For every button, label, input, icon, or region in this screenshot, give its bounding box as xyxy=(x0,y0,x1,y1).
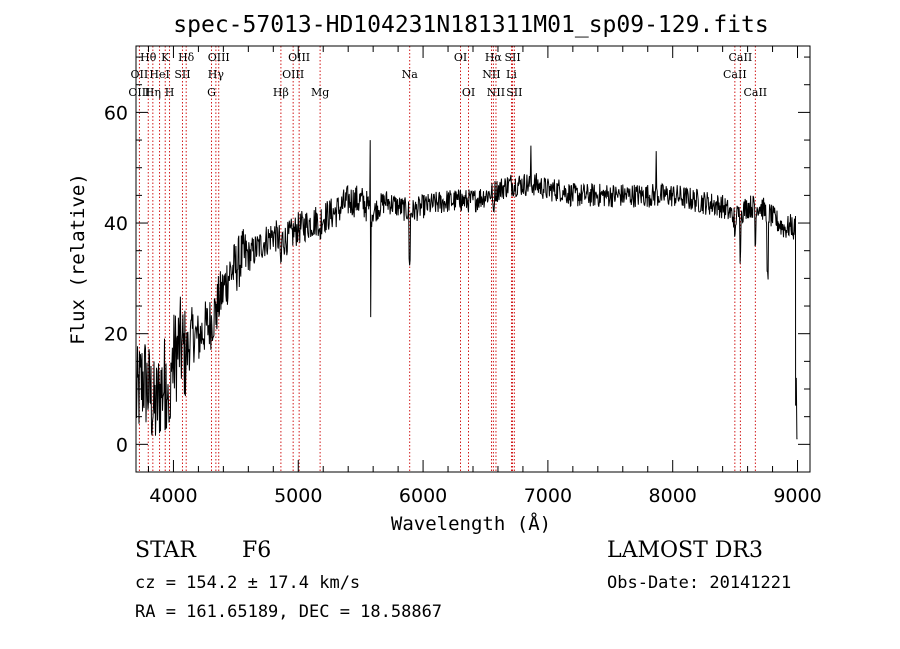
line-marker-label: Mg xyxy=(311,86,329,99)
plot-frame xyxy=(135,45,811,473)
y-tick-label: 40 xyxy=(104,213,128,235)
line-marker-label: CaII xyxy=(729,51,753,64)
line-marker-label: NII xyxy=(487,86,505,99)
line-marker-label: OIII xyxy=(128,86,150,99)
line-marker-label: K xyxy=(161,51,170,64)
line-marker-label: Hθ xyxy=(140,51,157,64)
survey-name: LAMOST DR3 xyxy=(607,538,763,563)
line-marker-label: Hη xyxy=(145,86,161,99)
line-marker-label: OIII xyxy=(282,68,304,81)
y-tick-label: 20 xyxy=(104,324,128,346)
object-class: STAR xyxy=(135,538,196,563)
line-marker-label: CaII xyxy=(743,86,767,99)
observation-date: Obs-Date: 20141221 xyxy=(607,573,792,593)
line-marker-label: Hδ xyxy=(178,51,195,64)
flux-series-line xyxy=(135,140,798,440)
y-axis-ticks: 0 20 40 60 xyxy=(104,56,810,456)
x-tick-label: 5000 xyxy=(274,485,322,507)
chart-title: spec-57013-HD104231N181311M01_sp09-129.f… xyxy=(173,12,768,38)
y-tick-label: 60 xyxy=(104,102,128,124)
line-marker-label: SII xyxy=(506,86,522,99)
emission-line-labels: OII OIII Hθ Hη HeI K SII H Hδ OIII Hγ G Hβ OIII OIII Mg… xyxy=(128,51,767,99)
line-marker-label: OI xyxy=(462,86,475,99)
line-marker-label: G xyxy=(207,86,216,99)
line-marker-label: OIII xyxy=(288,51,310,64)
x-tick-label: 8000 xyxy=(649,485,697,507)
x-tick-label: 6000 xyxy=(399,485,447,507)
line-marker-label: HeI xyxy=(149,68,169,81)
line-marker-label: NII xyxy=(482,68,500,81)
line-marker-label: Hβ xyxy=(273,86,289,99)
x-tick-label: 4000 xyxy=(149,485,197,507)
x-axis-label: Wavelength (Å) xyxy=(391,512,551,535)
line-marker-label: H xyxy=(165,86,175,99)
emission-line-markers xyxy=(138,46,756,472)
velocity-readout: cz = 154.2 ± 17.4 km/s xyxy=(135,573,361,593)
line-marker-label: Hα xyxy=(485,51,503,64)
line-marker-label: OII xyxy=(131,68,149,81)
line-marker-label: Li xyxy=(506,68,517,81)
x-tick-label: 7000 xyxy=(524,485,572,507)
line-marker-label: OIII xyxy=(208,51,230,64)
y-tick-label: 0 xyxy=(116,434,128,456)
line-marker-label: Na xyxy=(402,68,419,81)
line-marker-label: Hγ xyxy=(208,68,225,81)
line-marker-label: SII xyxy=(174,68,190,81)
coordinates-readout: RA = 161.65189, DEC = 18.58867 xyxy=(135,602,443,622)
line-marker-label: OI xyxy=(454,51,467,64)
line-marker-label: SII xyxy=(504,51,520,64)
y-axis-label: Flux (relative) xyxy=(67,173,89,345)
object-subclass: F6 xyxy=(242,538,272,563)
x-axis-ticks: 4000 5000 6000 7000 8000 9000 xyxy=(147,46,822,507)
line-marker-label: CaII xyxy=(723,68,747,81)
x-tick-label: 9000 xyxy=(773,485,821,507)
